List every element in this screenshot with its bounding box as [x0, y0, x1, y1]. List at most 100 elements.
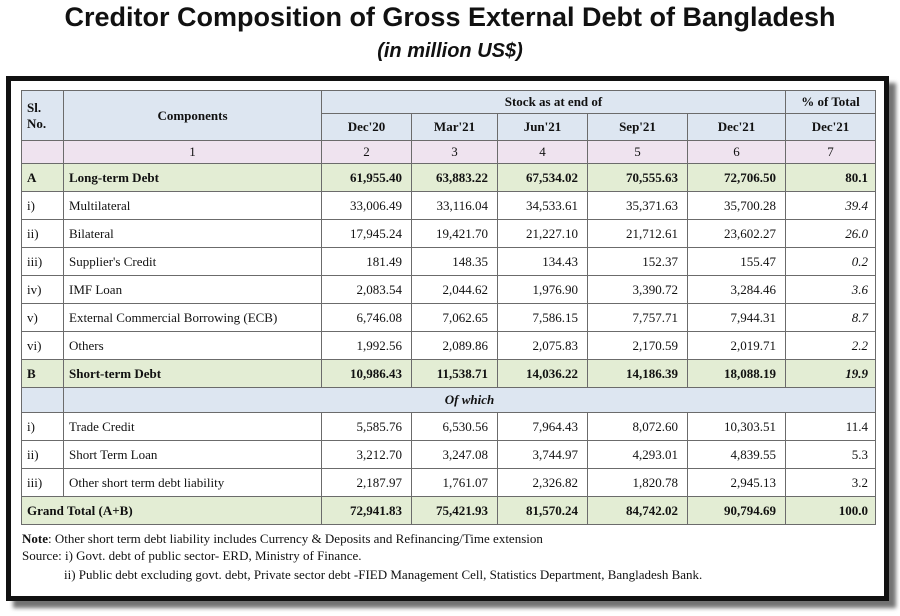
pct-cell: 100.0 — [785, 496, 876, 525]
component-label: Others — [63, 331, 322, 360]
component-label: External Commercial Borrowing (ECB) — [63, 303, 322, 332]
value-cell: 7,964.43 — [497, 412, 588, 441]
value-cell: 23,602.27 — [687, 219, 786, 248]
table-row: i) Trade Credit 5,585.76 6,530.56 7,964.43 8,… — [21, 412, 876, 441]
pct-cell: 26.0 — [785, 219, 876, 248]
value-cell: 3,390.72 — [587, 275, 688, 304]
pct-cell: 5.3 — [785, 440, 876, 469]
pct-cell: 11.4 — [785, 412, 876, 441]
col-header-period: Jun'21 — [497, 113, 588, 141]
value-cell: 2,945.13 — [687, 468, 786, 497]
component-label: Short Term Loan — [63, 440, 322, 469]
component-label: Trade Credit — [63, 412, 322, 441]
value-cell: 84,742.02 — [587, 496, 688, 525]
column-index: 4 — [497, 140, 588, 164]
value-cell: 152.37 — [587, 247, 688, 276]
table-row: i) Multilateral 33,006.49 33,116.04 34,533.6… — [21, 191, 876, 220]
value-cell: 63,883.22 — [411, 163, 498, 192]
value-cell: 35,700.28 — [687, 191, 786, 220]
table-row: iv) IMF Loan 2,083.54 2,044.62 1,976.90 3,390… — [21, 275, 876, 304]
header-row-1: Sl. No. Components Stock as at end of % … — [21, 90, 876, 141]
value-cell: 3,212.70 — [321, 440, 412, 469]
table-row: vi) Others 1,992.56 2,089.86 2,075.83 2,170.5… — [21, 331, 876, 360]
value-cell: 2,170.59 — [587, 331, 688, 360]
empty-cell — [21, 387, 64, 413]
value-cell: 1,992.56 — [321, 331, 412, 360]
value-cell: 148.35 — [411, 247, 498, 276]
value-cell: 5,585.76 — [321, 412, 412, 441]
value-cell: 34,533.61 — [497, 191, 588, 220]
value-cell: 90,794.69 — [687, 496, 786, 525]
value-cell: 6,746.08 — [321, 303, 412, 332]
value-cell: 17,945.24 — [321, 219, 412, 248]
sl-cell: ii) — [21, 219, 64, 248]
sl-cell: iii) — [21, 468, 64, 497]
component-label: Multilateral — [63, 191, 322, 220]
sl-cell: i) — [21, 412, 64, 441]
value-cell: 1,820.78 — [587, 468, 688, 497]
value-cell: 14,186.39 — [587, 359, 688, 388]
component-label: IMF Loan — [63, 275, 322, 304]
sl-cell: v) — [21, 303, 64, 332]
value-cell: 81,570.24 — [497, 496, 588, 525]
value-cell: 14,036.22 — [497, 359, 588, 388]
value-cell: 2,044.62 — [411, 275, 498, 304]
pct-cell: 80.1 — [785, 163, 876, 192]
component-label: Long-term Debt — [63, 163, 322, 192]
value-cell: 3,284.46 — [687, 275, 786, 304]
value-cell: 72,941.83 — [321, 496, 412, 525]
value-cell: 70,555.63 — [587, 163, 688, 192]
value-cell: 2,083.54 — [321, 275, 412, 304]
value-cell: 35,371.63 — [587, 191, 688, 220]
column-index-row: 1 2 3 4 5 6 7 — [21, 140, 876, 164]
footnote: Note: Other short term debt liability in… — [22, 531, 543, 546]
value-cell: 2,089.86 — [411, 331, 498, 360]
value-cell: 7,586.15 — [497, 303, 588, 332]
value-cell: 10,303.51 — [687, 412, 786, 441]
value-cell: 75,421.93 — [411, 496, 498, 525]
col-header-period: Dec'20 — [321, 113, 412, 141]
value-cell: 18,088.19 — [687, 359, 786, 388]
value-cell: 19,421.70 — [411, 219, 498, 248]
col-header-pct-period: Dec'21 — [785, 113, 876, 141]
value-cell: 7,944.31 — [687, 303, 786, 332]
value-cell: 7,757.71 — [587, 303, 688, 332]
value-cell: 6,530.56 — [411, 412, 498, 441]
component-label: Supplier's Credit — [63, 247, 322, 276]
grand-total-row: Grand Total (A+B) 72,941.83 75,421.93 81,57… — [21, 496, 876, 525]
col-header-period: Dec'21 — [687, 113, 786, 141]
value-cell: 181.49 — [321, 247, 412, 276]
pct-cell: 2.2 — [785, 331, 876, 360]
value-cell: 155.47 — [687, 247, 786, 276]
column-index: 7 — [785, 140, 876, 164]
value-cell: 2,019.71 — [687, 331, 786, 360]
header-row-2: Dec'20 Mar'21 Jun'21 Sep'21 Dec'21 Dec'2… — [22, 113, 876, 141]
value-cell: 72,706.50 — [687, 163, 786, 192]
col-header-pct: % of Total — [785, 90, 876, 114]
column-index: 3 — [411, 140, 498, 164]
table-body: A Long-term Debt 61,955.40 63,883.22 67,534.… — [21, 163, 876, 525]
value-cell: 1,761.07 — [411, 468, 498, 497]
source-line-1: Source: i) Govt. debt of public sector- … — [22, 548, 362, 563]
value-cell: 2,075.83 — [497, 331, 588, 360]
table-frame: Sl. No. Components Stock as at end of % … — [6, 76, 889, 601]
value-cell: 33,116.04 — [411, 191, 498, 220]
value-cell: 134.43 — [497, 247, 588, 276]
value-cell: 4,839.55 — [687, 440, 786, 469]
table-row: iii) Supplier's Credit 181.49 148.35 134.43 1… — [21, 247, 876, 276]
sl-cell: iii) — [21, 247, 64, 276]
col-header-period: Mar'21 — [411, 113, 498, 141]
column-index: 6 — [687, 140, 786, 164]
value-cell: 21,712.61 — [587, 219, 688, 248]
value-cell: 3,744.97 — [497, 440, 588, 469]
value-cell: 8,072.60 — [587, 412, 688, 441]
value-cell: 3,247.08 — [411, 440, 498, 469]
value-cell: 21,227.10 — [497, 219, 588, 248]
grand-total-label: Grand Total (A+B) — [21, 496, 322, 525]
subheader-label: Of which — [63, 387, 876, 413]
sl-cell: iv) — [21, 275, 64, 304]
sl-cell: ii) — [21, 440, 64, 469]
value-cell: 4,293.01 — [587, 440, 688, 469]
sl-cell: A — [21, 163, 64, 192]
pct-cell: 39.4 — [785, 191, 876, 220]
